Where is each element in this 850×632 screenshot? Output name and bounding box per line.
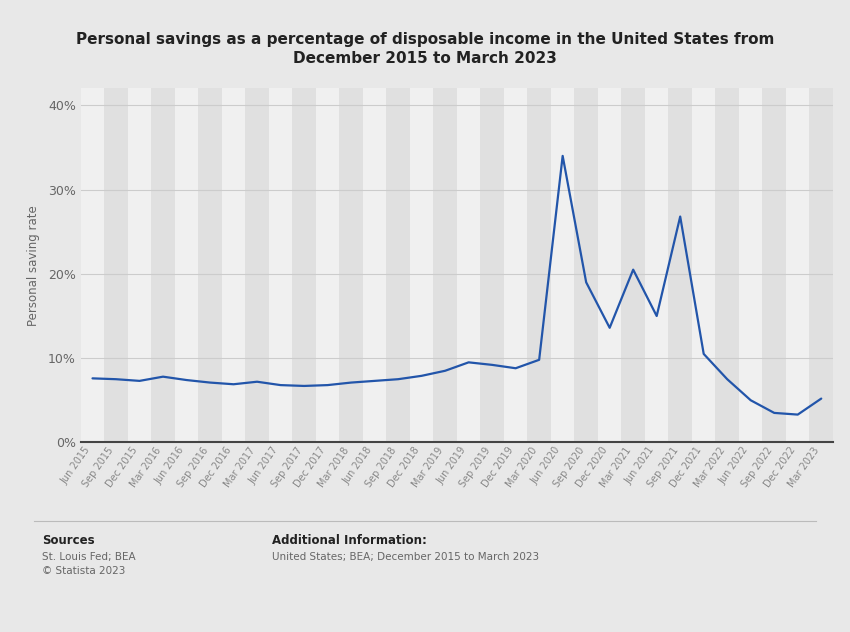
Bar xyxy=(387,88,410,442)
Bar xyxy=(809,88,833,442)
Bar xyxy=(504,88,527,442)
Bar xyxy=(81,88,105,442)
Bar xyxy=(645,88,668,442)
Bar xyxy=(480,88,504,442)
Bar xyxy=(739,88,762,442)
Text: Personal savings as a percentage of disposable income in the United States from
: Personal savings as a percentage of disp… xyxy=(76,32,774,66)
Bar xyxy=(151,88,175,442)
Bar xyxy=(316,88,339,442)
Bar xyxy=(598,88,621,442)
Bar xyxy=(457,88,480,442)
Bar xyxy=(762,88,786,442)
Bar xyxy=(246,88,269,442)
Bar xyxy=(175,88,198,442)
Bar xyxy=(222,88,246,442)
Bar xyxy=(668,88,692,442)
Bar xyxy=(128,88,151,442)
Bar xyxy=(716,88,739,442)
Bar xyxy=(551,88,575,442)
Bar xyxy=(339,88,363,442)
Bar xyxy=(198,88,222,442)
Bar xyxy=(621,88,645,442)
Bar xyxy=(527,88,551,442)
Bar xyxy=(292,88,316,442)
Text: St. Louis Fed; BEA
© Statista 2023: St. Louis Fed; BEA © Statista 2023 xyxy=(42,552,136,576)
Bar xyxy=(410,88,434,442)
Y-axis label: Personal saving rate: Personal saving rate xyxy=(26,205,40,326)
Bar xyxy=(692,88,716,442)
Text: Additional Information:: Additional Information: xyxy=(272,534,427,547)
Bar xyxy=(786,88,809,442)
Bar xyxy=(363,88,387,442)
Text: United States; BEA; December 2015 to March 2023: United States; BEA; December 2015 to Mar… xyxy=(272,552,539,562)
Bar xyxy=(269,88,292,442)
Bar xyxy=(434,88,457,442)
Text: Sources: Sources xyxy=(42,534,95,547)
Bar xyxy=(105,88,128,442)
Bar xyxy=(575,88,598,442)
